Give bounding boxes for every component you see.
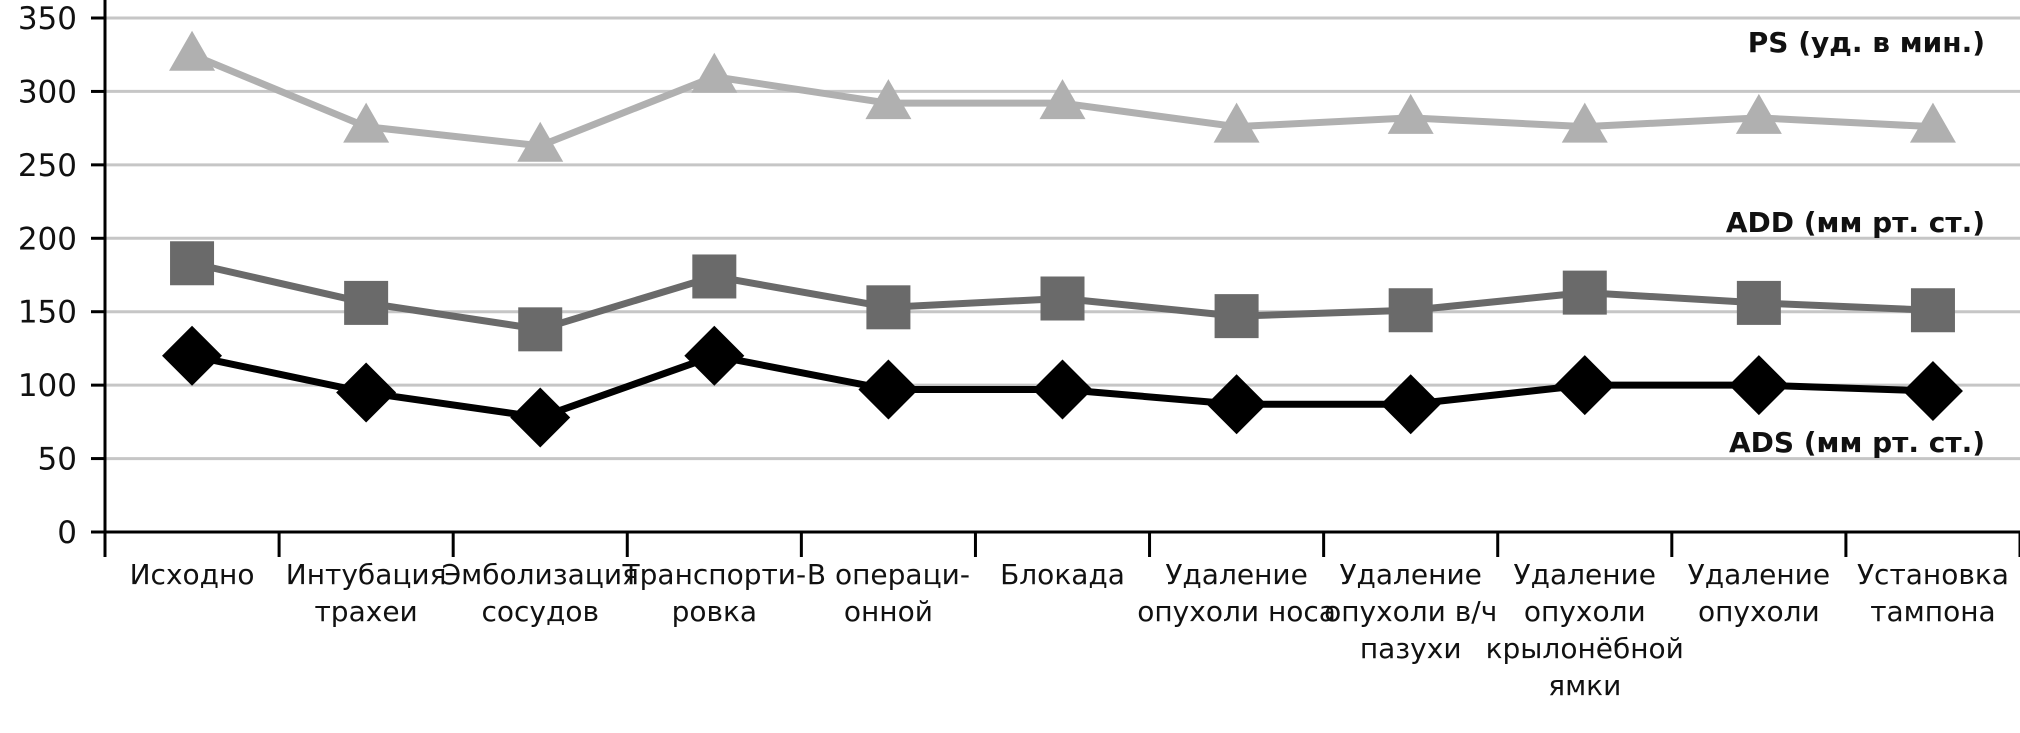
series-label-0: PS (уд. в мин.) [1748, 26, 1985, 59]
series-0-point-7 [1387, 93, 1434, 134]
series-1-point-2 [518, 307, 563, 352]
series-1-point-3 [692, 254, 737, 299]
series-1-point-10 [1910, 288, 1955, 333]
series-0-point-4 [865, 79, 912, 120]
series-0-point-6 [1213, 102, 1260, 143]
series-0-point-8 [1561, 102, 1608, 143]
series-0-point-2 [517, 121, 564, 162]
y-tick-label-100: 100 [18, 368, 77, 404]
series-2-point-6 [1206, 374, 1267, 435]
series-2-point-8 [1554, 355, 1615, 416]
y-tick-label-350: 350 [18, 1, 77, 37]
series-1-point-4 [866, 285, 911, 330]
series-0-point-9 [1735, 93, 1782, 134]
series-2-point-3 [684, 325, 745, 386]
x-tick-label-10: Установка тампона [1857, 558, 2009, 628]
series-1-point-1 [344, 280, 389, 325]
series-0-point-10 [1909, 102, 1956, 143]
series-0-point-0 [169, 30, 216, 71]
y-tick-label-50: 50 [38, 442, 77, 478]
x-tick-label-9: Удаление опухоли [1688, 558, 1830, 628]
x-tick-label-5: Блокада [1000, 558, 1125, 591]
x-tick-label-0: Исходно [130, 558, 255, 591]
series-0-point-5 [1039, 79, 1086, 120]
x-tick-label-7: Удаление опухоли в/ч пазухи [1324, 558, 1497, 665]
y-tick-label-300: 300 [18, 74, 77, 110]
series-2-point-0 [162, 325, 223, 386]
series-2-point-10 [1902, 361, 1963, 422]
y-tick-label-250: 250 [18, 148, 77, 184]
x-tick-label-2: Эмболизация сосудов [442, 558, 639, 628]
series-label-2: ADS (мм рт. ст.) [1729, 426, 1985, 459]
series-0-point-1 [343, 102, 390, 143]
x-tick-label-4: В операци-онной [807, 558, 970, 628]
series-2-point-1 [336, 362, 397, 423]
series-1-point-7 [1388, 288, 1433, 333]
x-tick-label-1: Интубация трахеи [286, 558, 447, 628]
series-1-point-0 [170, 241, 215, 286]
y-tick-label-150: 150 [18, 295, 77, 331]
series-1-point-6 [1214, 294, 1259, 339]
series-0-point-3 [691, 52, 738, 93]
series-1-point-8 [1562, 270, 1607, 315]
y-tick-label-200: 200 [18, 221, 77, 257]
series-2-point-4 [858, 359, 919, 420]
x-tick-label-6: Удаление опухоли носа [1137, 558, 1336, 628]
series-2-point-7 [1380, 374, 1441, 435]
y-tick-label-0: 0 [57, 515, 77, 551]
series-1-point-9 [1736, 280, 1781, 325]
series-2-point-2 [510, 387, 571, 448]
series-1-point-5 [1040, 276, 1085, 321]
series-label-1: ADD (мм рт. ст.) [1726, 206, 1985, 239]
series-2-point-9 [1728, 355, 1789, 416]
series-2-point-5 [1032, 359, 1093, 420]
x-tick-label-8: Удаление опухоли крылонёбной ямки [1486, 558, 1684, 702]
x-tick-label-3: Транспорти-ровка [622, 558, 807, 628]
